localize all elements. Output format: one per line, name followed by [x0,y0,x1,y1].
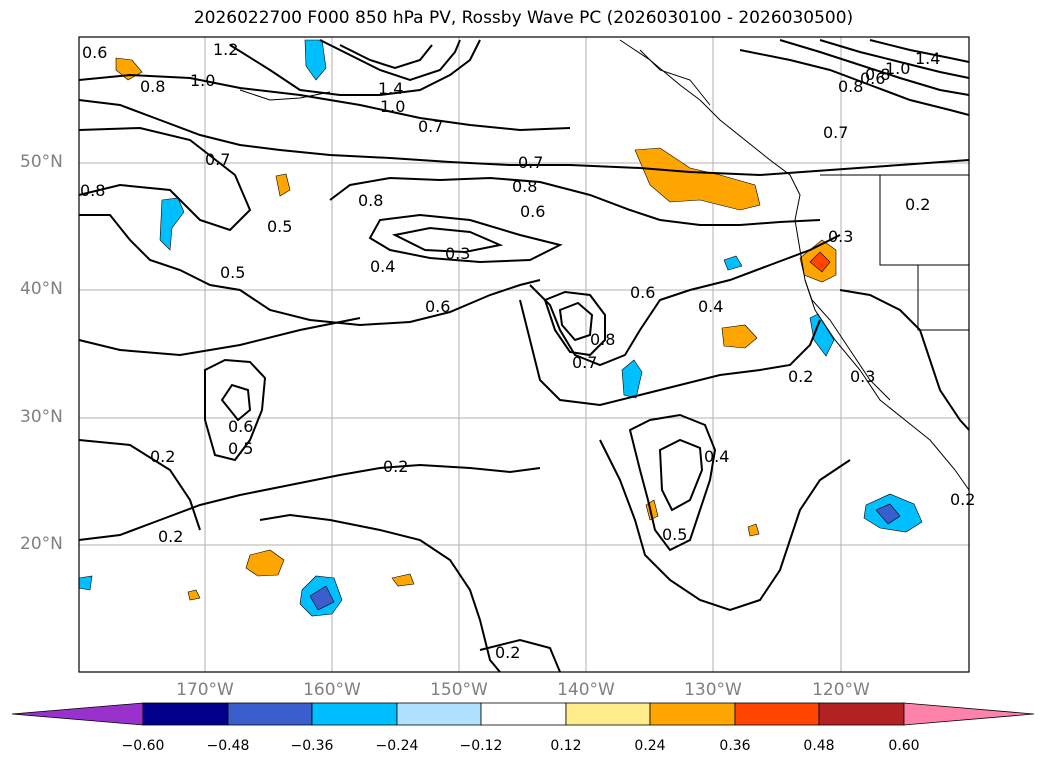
contour-label: 0.7 [205,150,230,169]
colorbar-swatch [311,702,398,726]
colorbar-swatch [649,702,736,726]
colorbar-swatch [734,702,820,726]
colorbar-extend-low [11,702,144,726]
colorbar-tick: 0.60 [888,738,920,754]
colorbar-swatch [818,702,905,726]
colorbar-swatch [227,702,313,726]
contour-label: 0.5 [220,263,245,282]
contour-label: 1.2 [213,40,238,59]
map-frame [78,36,970,673]
lon-label-140w: 140°W [557,680,615,700]
contour-label: 0.3 [445,244,470,263]
shaded-anomalies [78,39,923,617]
colorbar-extend-high [903,702,1035,726]
lat-label-40n: 40°N [20,279,63,299]
colorbar-swatch [396,702,482,726]
contour-label: 0.2 [788,367,813,386]
lat-label-50n: 50°N [20,152,63,172]
contour-label: 0.2 [905,195,930,214]
contour-label: 1.0 [885,59,910,78]
contour-label: 0.8 [140,77,165,96]
positive-anomaly-core [809,251,831,273]
positive-anomaly [634,147,761,211]
contour-label: 1.4 [915,49,940,68]
contour-label: 0.2 [950,490,975,509]
contour-label: 0.3 [850,367,875,386]
lon-label-150w: 150°W [430,680,488,700]
colorbar-tick: 0.48 [803,738,835,754]
negative-anomaly-core [875,503,901,525]
positive-anomaly [721,324,758,349]
contour-label: 0.3 [828,227,853,246]
contour-labels: 1.2 1.0 0.8 1.4 1.0 0.7 0.7 0.8 0.5 0.5 … [80,40,975,662]
pv-contours [78,39,970,673]
positive-anomaly [391,573,415,587]
contour-label: 0.7 [823,123,848,142]
colorbar-tick: −0.36 [290,738,334,754]
negative-anomaly [723,255,743,271]
contour-label: 1.4 [378,79,403,98]
coastlines [239,39,970,491]
colorbar-tick: 0.24 [634,738,666,754]
contour-label: 0.5 [267,217,292,236]
colorbar-tick: −0.60 [121,738,165,754]
colorbar-tick: 0.12 [550,738,582,754]
contour-label: 0.7 [418,117,443,136]
negative-anomaly [78,575,93,591]
positive-anomaly [747,523,760,537]
colorbar [11,702,1035,726]
contour-label: 0.2 [150,447,175,466]
contour-label: 0.8 [358,191,383,210]
contour-label: 0.6 [425,297,450,316]
colorbar-swatch [480,702,567,726]
positive-anomaly [245,549,285,577]
contour-label: 0.6 [860,69,885,88]
contour-label: 1.0 [190,71,215,90]
contour-label: 0.7 [518,153,543,172]
colorbar-tick: −0.48 [206,738,250,754]
positive-anomaly [187,589,201,601]
contour-label: 0.2 [495,643,520,662]
contour-label: 0.8 [590,330,615,349]
contour-label: 0.8 [865,65,890,84]
contour-label: 0.8 [512,177,537,196]
graticule [79,37,969,672]
colorbar-tick: −0.24 [375,738,419,754]
lon-label-130w: 130°W [684,680,742,700]
lat-label-30n: 30°N [20,407,63,427]
lon-label-120w: 120°W [812,680,870,700]
negative-anomaly [621,359,643,399]
positive-anomaly [275,173,291,197]
lat-label-20n: 20°N [20,534,63,554]
contour-label: 0.2 [158,527,183,546]
contour-label: 0.4 [698,297,723,316]
contour-label: 0.5 [662,525,687,544]
contour-label: 0.5 [228,439,253,458]
colorbar-swatch [565,702,651,726]
contour-label: 0.4 [370,257,395,276]
lon-label-160w: 160°W [303,680,361,700]
contour-label: 1.0 [380,97,405,116]
contour-label: 0.6 [82,43,107,62]
contour-label: 0.4 [704,447,729,466]
negative-anomaly-core [309,585,335,611]
contour-label: 0.8 [80,181,105,200]
lon-label-170w: 170°W [176,680,234,700]
negative-anomaly [304,39,327,81]
colorbar-swatch [142,702,229,726]
contour-label: 0.2 [383,457,408,476]
contour-label: 0.8 [838,77,863,96]
contour-label: 0.7 [572,353,597,372]
contour-label: 0.6 [228,417,253,436]
colorbar-tick: 0.36 [719,738,751,754]
map-title: 2026022700 F000 850 hPa PV, Rossby Wave … [193,8,854,28]
contour-label: 0.6 [520,202,545,221]
contour-label: 0.6 [630,283,655,302]
colorbar-tick: −0.12 [459,738,503,754]
